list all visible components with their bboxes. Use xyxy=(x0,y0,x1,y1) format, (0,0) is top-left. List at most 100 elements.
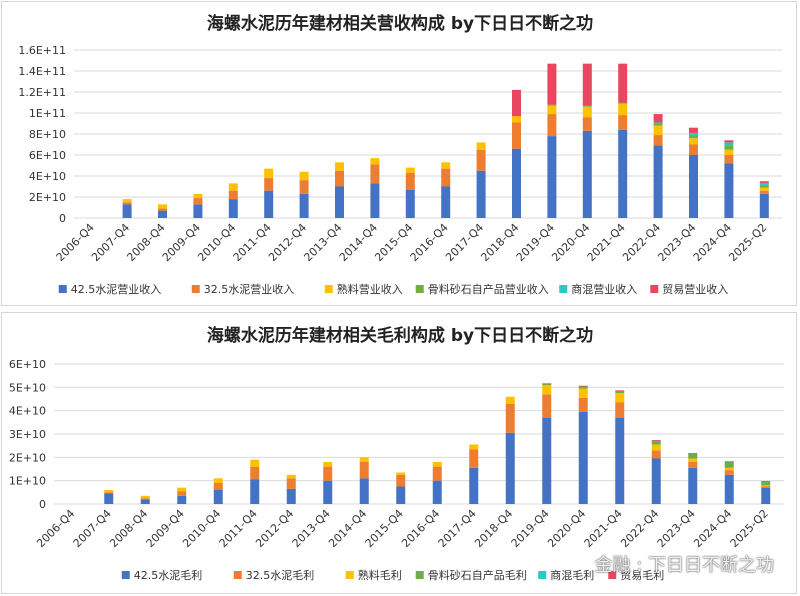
gross-profit-chart-panel: 海螺水泥历年建材相关毛利构成 by下日日不断之功 0 1E+10 2E+10 3E+10… xyxy=(1,312,797,594)
bar-segment xyxy=(140,499,150,504)
x-tick-label: 2018-Q4 xyxy=(472,507,515,550)
bar-segment xyxy=(653,123,663,126)
x-tick-label: 2024-Q4 xyxy=(691,221,734,264)
x-tick-label: 2014-Q4 xyxy=(326,507,369,550)
x-tick-label: 2008-Q4 xyxy=(124,221,167,264)
bar-segment xyxy=(250,459,260,467)
bar-segment xyxy=(177,487,187,492)
chart-title: 海螺水泥历年建材相关营收构成 by下日日不断之功 xyxy=(207,13,593,34)
legend-label: 熟料毛利 xyxy=(358,568,402,582)
x-tick-label: 2022-Q4 xyxy=(618,507,661,550)
legend-label: 贸易毛利 xyxy=(620,569,664,582)
x-tick-label: 2006-Q4 xyxy=(34,507,77,550)
y-tick-label: 6E+10 xyxy=(29,149,66,162)
bar-segment xyxy=(615,390,625,394)
x-tick-label: 2022-Q4 xyxy=(620,221,663,264)
legend-swatch xyxy=(58,285,67,293)
bar-segment xyxy=(250,466,260,480)
bar-segment xyxy=(228,183,238,191)
bar-segment xyxy=(405,189,415,218)
x-tick-label: 2016-Q4 xyxy=(399,507,442,550)
x-tick-label: 2018-Q4 xyxy=(478,221,521,264)
bar-segment xyxy=(505,403,515,433)
bar-segment xyxy=(688,458,698,462)
bar-segment xyxy=(299,193,309,218)
bar-segment xyxy=(578,386,588,389)
bar-segment xyxy=(359,478,369,504)
bar-segment xyxy=(213,483,223,490)
bar-segment xyxy=(122,204,132,218)
bar-segment xyxy=(547,114,557,137)
bar-segment xyxy=(651,444,661,451)
bar-segment xyxy=(469,449,479,468)
bar-segment xyxy=(689,135,698,139)
bar-segment xyxy=(396,474,406,487)
bar-segment xyxy=(469,467,479,504)
bar-segment xyxy=(104,492,114,494)
y-tick-label: 0 xyxy=(39,498,46,511)
y-tick-label: 1.2E+11 xyxy=(18,86,66,99)
bar-segment xyxy=(299,180,309,194)
bar-segment xyxy=(542,383,552,385)
bar-segment xyxy=(615,417,625,504)
bar-segment xyxy=(578,388,588,398)
x-tick-label: 2012-Q4 xyxy=(253,507,296,550)
x-tick-label: 2020-Q4 xyxy=(549,221,592,264)
bar-segment xyxy=(651,458,661,504)
bar-segment xyxy=(228,190,238,200)
bar-segment xyxy=(299,171,309,181)
gross-profit-chart: 海螺水泥历年建材相关毛利构成 by下日日不断之功 0 1E+10 2E+10 3E+10… xyxy=(9,325,784,582)
bar-segment xyxy=(761,487,771,504)
bar-segment xyxy=(158,210,167,218)
bar-segment xyxy=(405,167,415,173)
x-tick-label: 2013-Q4 xyxy=(301,221,344,264)
bar-segment xyxy=(724,149,734,155)
bar-segment xyxy=(193,193,203,199)
bar-segment xyxy=(653,122,663,124)
x-tick-label: 2021-Q4 xyxy=(585,221,628,264)
bar-segment xyxy=(122,199,132,203)
legend-label: 商混营业收入 xyxy=(571,282,637,296)
legend: 42.5水泥营业收入 32.5水泥营业收入 熟料营业收入 骨料砂石自产品营业收入 商混营… xyxy=(58,282,728,296)
bar-segment xyxy=(547,105,557,115)
bar-segment xyxy=(104,490,114,493)
x-tick-label: 2007-Q4 xyxy=(71,507,114,550)
bar-segment xyxy=(286,478,296,489)
bar-segment xyxy=(618,129,628,218)
x-tick-label: 2008-Q4 xyxy=(107,507,150,550)
bar-segment xyxy=(250,479,260,504)
bar-segment xyxy=(512,122,521,149)
x-tick-label: 2017-Q4 xyxy=(443,221,486,264)
bar-segment xyxy=(615,393,625,403)
bar-segment xyxy=(512,89,521,117)
bar-segment xyxy=(724,145,734,150)
legend-swatch xyxy=(191,285,200,293)
bar-segment xyxy=(158,208,167,211)
bar-segment xyxy=(370,164,380,184)
bar-segment xyxy=(689,144,698,155)
bar-segment xyxy=(476,149,486,171)
legend-label: 32.5水泥营业收入 xyxy=(204,282,295,296)
y-tick-label: 4E+10 xyxy=(29,170,66,183)
legend-swatch xyxy=(608,571,617,579)
bar-segment xyxy=(158,204,167,209)
bar-segment xyxy=(469,444,479,450)
bar-segment xyxy=(761,485,771,487)
bar-segment xyxy=(177,495,187,504)
x-tick-label: 2014-Q4 xyxy=(337,221,380,264)
bar-segment xyxy=(547,63,557,105)
legend-swatch xyxy=(559,285,568,293)
legend: 42.5水泥毛利 32.5水泥毛利 熟料毛利 骨料砂石自产品毛利 商混毛利 贸易毛利 xyxy=(121,568,664,582)
x-tick-label: 2023-Q4 xyxy=(655,507,698,550)
bar-segment xyxy=(286,488,296,504)
legend-swatch xyxy=(121,571,130,579)
y-tick-label: 3E+10 xyxy=(9,428,46,441)
x-tick-label: 2019-Q4 xyxy=(514,221,557,264)
x-tick-label: 2025-Q2 xyxy=(728,507,771,550)
bar-segment xyxy=(476,142,486,150)
bar-segment xyxy=(724,467,734,471)
bar-segment xyxy=(724,461,734,463)
y-tick-label: 1E+10 xyxy=(9,475,46,488)
bar-segment xyxy=(177,491,187,496)
x-tick-label: 2021-Q4 xyxy=(582,507,625,550)
